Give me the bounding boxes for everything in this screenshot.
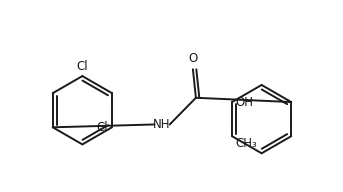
Text: Cl: Cl — [76, 60, 88, 73]
Text: NH: NH — [153, 118, 171, 131]
Text: OH: OH — [235, 96, 253, 108]
Text: Cl: Cl — [96, 121, 108, 134]
Text: O: O — [188, 52, 198, 65]
Text: CH₃: CH₃ — [235, 137, 257, 150]
